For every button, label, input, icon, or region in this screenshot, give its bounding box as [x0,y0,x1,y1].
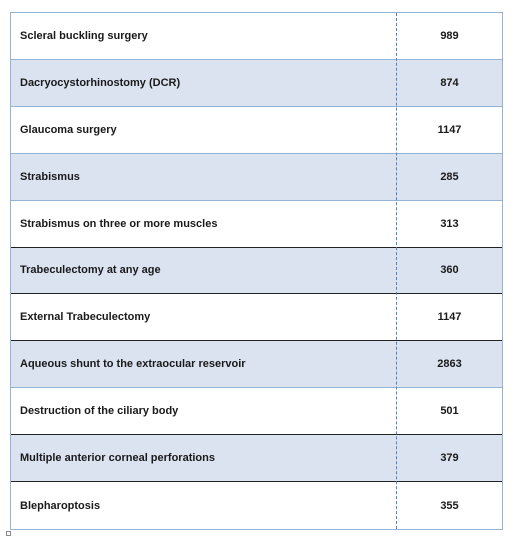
table-row: Dacryocystorhinostomy (DCR) 874 [11,59,502,107]
table-row: Scleral buckling surgery 989 [11,13,502,60]
count-cell: 501 [440,405,459,418]
procedure-cell: Strabismus [20,170,80,183]
procedure-cell: Multiple anterior corneal perforations [20,452,215,465]
count-cell: 285 [440,170,459,183]
count-cell: 379 [440,452,459,465]
count-cell: 2863 [437,358,462,371]
table-row: Strabismus 285 [11,153,502,201]
procedure-cell: Dacryocystorhinostomy (DCR) [20,76,181,89]
count-cell: 1147 [437,123,462,136]
procedure-cell: Strabismus on three or more muscles [20,217,218,230]
table-row: Trabeculectomy at any age 360 [11,247,502,295]
procedure-cell: Blepharoptosis [20,499,101,512]
count-cell: 355 [440,499,459,512]
table-row: Blepharoptosis 355 [11,482,502,529]
table-row: Strabismus on three or more muscles 313 [11,201,502,248]
procedure-cell: External Trabeculectomy [20,311,151,324]
table-row: Multiple anterior corneal perforations 37… [11,435,502,483]
table: Scleral buckling surgery 989 Dacryocystorh… [10,12,503,530]
column-divider [396,13,397,529]
count-cell: 1147 [437,311,462,324]
table-row: Destruction of the ciliary body 501 [11,388,502,436]
table-row: Glaucoma surgery 1147 [11,107,502,154]
count-cell: 989 [440,29,459,42]
table-handle [6,531,11,536]
table-row: External Trabeculectomy 1147 [11,294,502,342]
procedure-cell: Destruction of the ciliary body [20,405,179,418]
count-cell: 313 [440,217,459,230]
count-cell: 360 [440,264,459,277]
procedure-cell: Scleral buckling surgery [20,29,148,42]
table-row: Aqueous shunt to the extraocular reservo… [11,341,502,389]
count-cell: 874 [440,76,459,89]
procedure-cell: Aqueous shunt to the extraocular reservo… [20,358,246,371]
procedure-cell: Glaucoma surgery [20,123,117,136]
procedure-cell: Trabeculectomy at any age [20,264,161,277]
